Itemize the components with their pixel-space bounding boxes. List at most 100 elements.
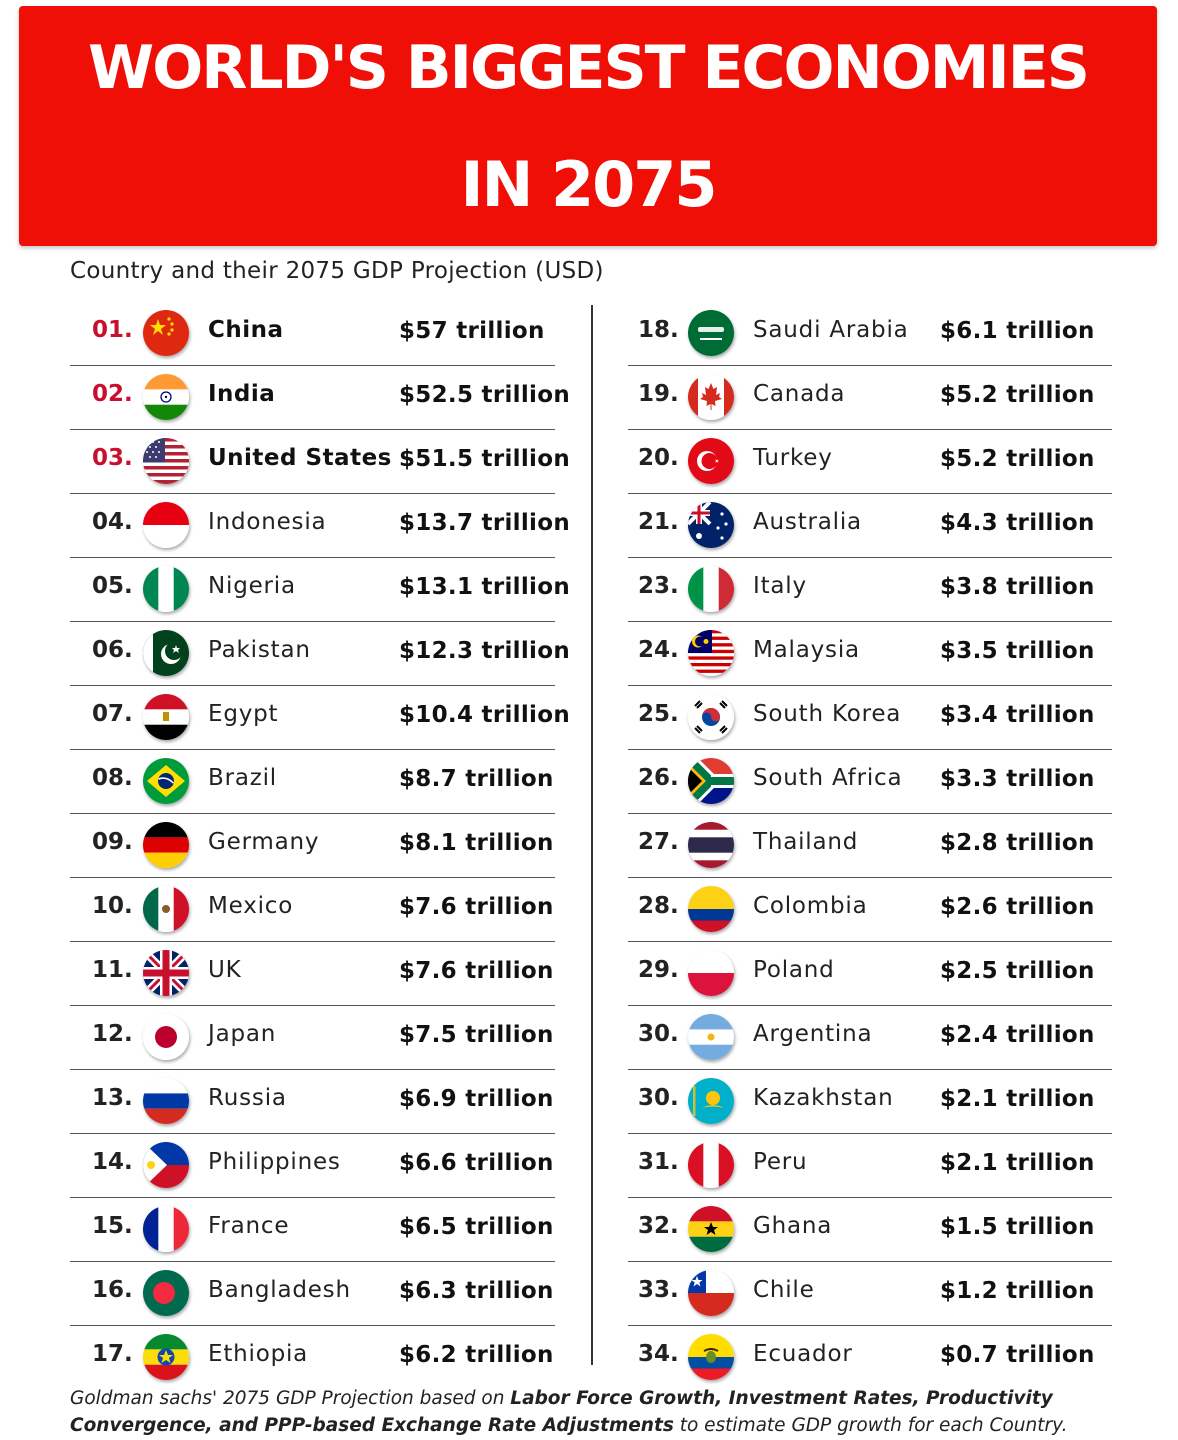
- malaysia-flag-icon: [688, 630, 734, 676]
- table-row: 13. Russia $6.9 trillion: [70, 1070, 555, 1134]
- gdp-value: $57 trillion: [399, 318, 545, 344]
- table-row: 12. Japan $7.5 trillion: [70, 1006, 555, 1070]
- uk-flag-icon: [143, 950, 189, 996]
- country-name: Bangladesh: [208, 1277, 351, 1303]
- gdp-value: $6.5 trillion: [399, 1214, 554, 1240]
- table-row: 33. Chile $1.2 trillion: [628, 1262, 1112, 1326]
- country-name: Canada: [753, 381, 846, 407]
- indonesia-flag-icon: [143, 502, 189, 548]
- rank-label: 27.: [638, 829, 679, 855]
- country-name: Philippines: [208, 1149, 341, 1175]
- turkey-flag-icon: [688, 438, 734, 484]
- gdp-value: $1.5 trillion: [940, 1214, 1095, 1240]
- country-name: Egypt: [208, 701, 279, 727]
- country-name: Turkey: [753, 445, 833, 471]
- table-row: 30. Argentina $2.4 trillion: [628, 1006, 1112, 1070]
- gdp-value: $2.8 trillion: [940, 830, 1095, 856]
- table-row: 09. Germany $8.1 trillion: [70, 814, 555, 878]
- canada-flag-icon: [688, 374, 734, 420]
- table-row: 14. Philippines $6.6 trillion: [70, 1134, 555, 1198]
- rank-label: 29.: [638, 957, 679, 983]
- country-name: Argentina: [753, 1021, 873, 1047]
- argentina-flag-icon: [688, 1014, 734, 1060]
- gdp-value: $2.6 trillion: [940, 894, 1095, 920]
- rank-label: 18.: [638, 317, 679, 343]
- rank-label: 13.: [92, 1085, 133, 1111]
- rank-label: 11.: [92, 957, 133, 983]
- rank-label: 14.: [92, 1149, 133, 1175]
- country-name: Australia: [753, 509, 862, 535]
- japan-flag-icon: [143, 1014, 189, 1060]
- country-name: Mexico: [208, 893, 294, 919]
- mexico-flag-icon: [143, 886, 189, 932]
- gdp-value: $52.5 trillion: [399, 382, 571, 408]
- gdp-value: $6.3 trillion: [399, 1278, 554, 1304]
- gdp-value: $3.8 trillion: [940, 574, 1095, 600]
- country-name: Ecuador: [753, 1341, 853, 1367]
- country-name: United States: [208, 445, 392, 471]
- rank-label: 04.: [92, 509, 133, 535]
- table-row: 23. Italy $3.8 trillion: [628, 558, 1112, 622]
- china-flag-icon: [143, 310, 189, 356]
- table-row: 31. Peru $2.1 trillion: [628, 1134, 1112, 1198]
- gdp-value: $6.2 trillion: [399, 1342, 554, 1368]
- table-row: 05. Nigeria $13.1 trillion: [70, 558, 570, 622]
- rank-label: 30.: [638, 1021, 679, 1047]
- country-name: Thailand: [753, 829, 859, 855]
- table-row: 06. Pakistan $12.3 trillion: [70, 622, 570, 686]
- table-row: 19. Canada $5.2 trillion: [628, 366, 1112, 430]
- country-name: South Korea: [753, 701, 902, 727]
- thailand-flag-icon: [688, 822, 734, 868]
- table-row: 26. South Africa $3.3 trillion: [628, 750, 1112, 814]
- table-row: 01. China $57 trillion: [70, 302, 555, 366]
- chile-flag-icon: [688, 1270, 734, 1316]
- rank-label: 21.: [638, 509, 679, 535]
- table-row: 17. Ethiopia $6.2 trillion: [70, 1326, 555, 1389]
- rank-label: 30.: [638, 1085, 679, 1111]
- footnote-text-2: to estimate GDP growth for each Country.: [673, 1415, 1068, 1436]
- rank-label: 23.: [638, 573, 679, 599]
- south-africa-flag-icon: [688, 758, 734, 804]
- footnote-text-1: Goldman sachs' 2075 GDP Projection based…: [70, 1388, 511, 1409]
- country-name: Japan: [208, 1021, 277, 1047]
- gdp-value: $13.7 trillion: [399, 510, 571, 536]
- country-name: Chile: [753, 1277, 815, 1303]
- gdp-value: $6.9 trillion: [399, 1086, 554, 1112]
- gdp-value: $13.1 trillion: [399, 574, 571, 600]
- ranking-column-left: 01. China $57 trillion 02. India $52.5 trilli…: [70, 302, 570, 1389]
- gdp-value: $7.6 trillion: [399, 894, 554, 920]
- rank-label: 05.: [92, 573, 133, 599]
- rank-label: 07.: [92, 701, 133, 727]
- country-name: China: [208, 317, 284, 343]
- kazakhstan-flag-icon: [688, 1078, 734, 1124]
- country-name: Colombia: [753, 893, 868, 919]
- gdp-value: $3.3 trillion: [940, 766, 1095, 792]
- peru-flag-icon: [688, 1142, 734, 1188]
- rank-label: 25.: [638, 701, 679, 727]
- column-divider: [591, 305, 593, 1365]
- rank-label: 09.: [92, 829, 133, 855]
- title-banner: WORLD'S BIGGEST ECONOMIES IN 2075: [19, 6, 1157, 246]
- table-row: 08. Brazil $8.7 trillion: [70, 750, 555, 814]
- ranking-column-right: 18. Saudi Arabia $6.1 trillion 19. Canada $5.…: [628, 302, 1112, 1389]
- table-row: 24. Malaysia $3.5 trillion: [628, 622, 1112, 686]
- footnote-emphasis: Labor Force Growth, Investment Rates, Pr…: [70, 1388, 1053, 1436]
- poland-flag-icon: [688, 950, 734, 996]
- bangladesh-flag-icon: [143, 1270, 189, 1316]
- country-name: India: [208, 381, 276, 407]
- brazil-flag-icon: [143, 758, 189, 804]
- country-name: Poland: [753, 957, 835, 983]
- table-row: 28. Colombia $2.6 trillion: [628, 878, 1112, 942]
- country-name: Kazakhstan: [753, 1085, 894, 1111]
- country-name: Indonesia: [208, 509, 327, 535]
- russia-flag-icon: [143, 1078, 189, 1124]
- rank-label: 19.: [638, 381, 679, 407]
- rank-label: 01.: [92, 317, 133, 343]
- table-row: 15. France $6.5 trillion: [70, 1198, 555, 1262]
- table-row: 03. United States $51.5 trillion: [70, 430, 570, 494]
- pakistan-flag-icon: [143, 630, 189, 676]
- country-name: Malaysia: [753, 637, 860, 663]
- gdp-value: $3.4 trillion: [940, 702, 1095, 728]
- gdp-value: $51.5 trillion: [399, 446, 571, 472]
- rank-label: 10.: [92, 893, 133, 919]
